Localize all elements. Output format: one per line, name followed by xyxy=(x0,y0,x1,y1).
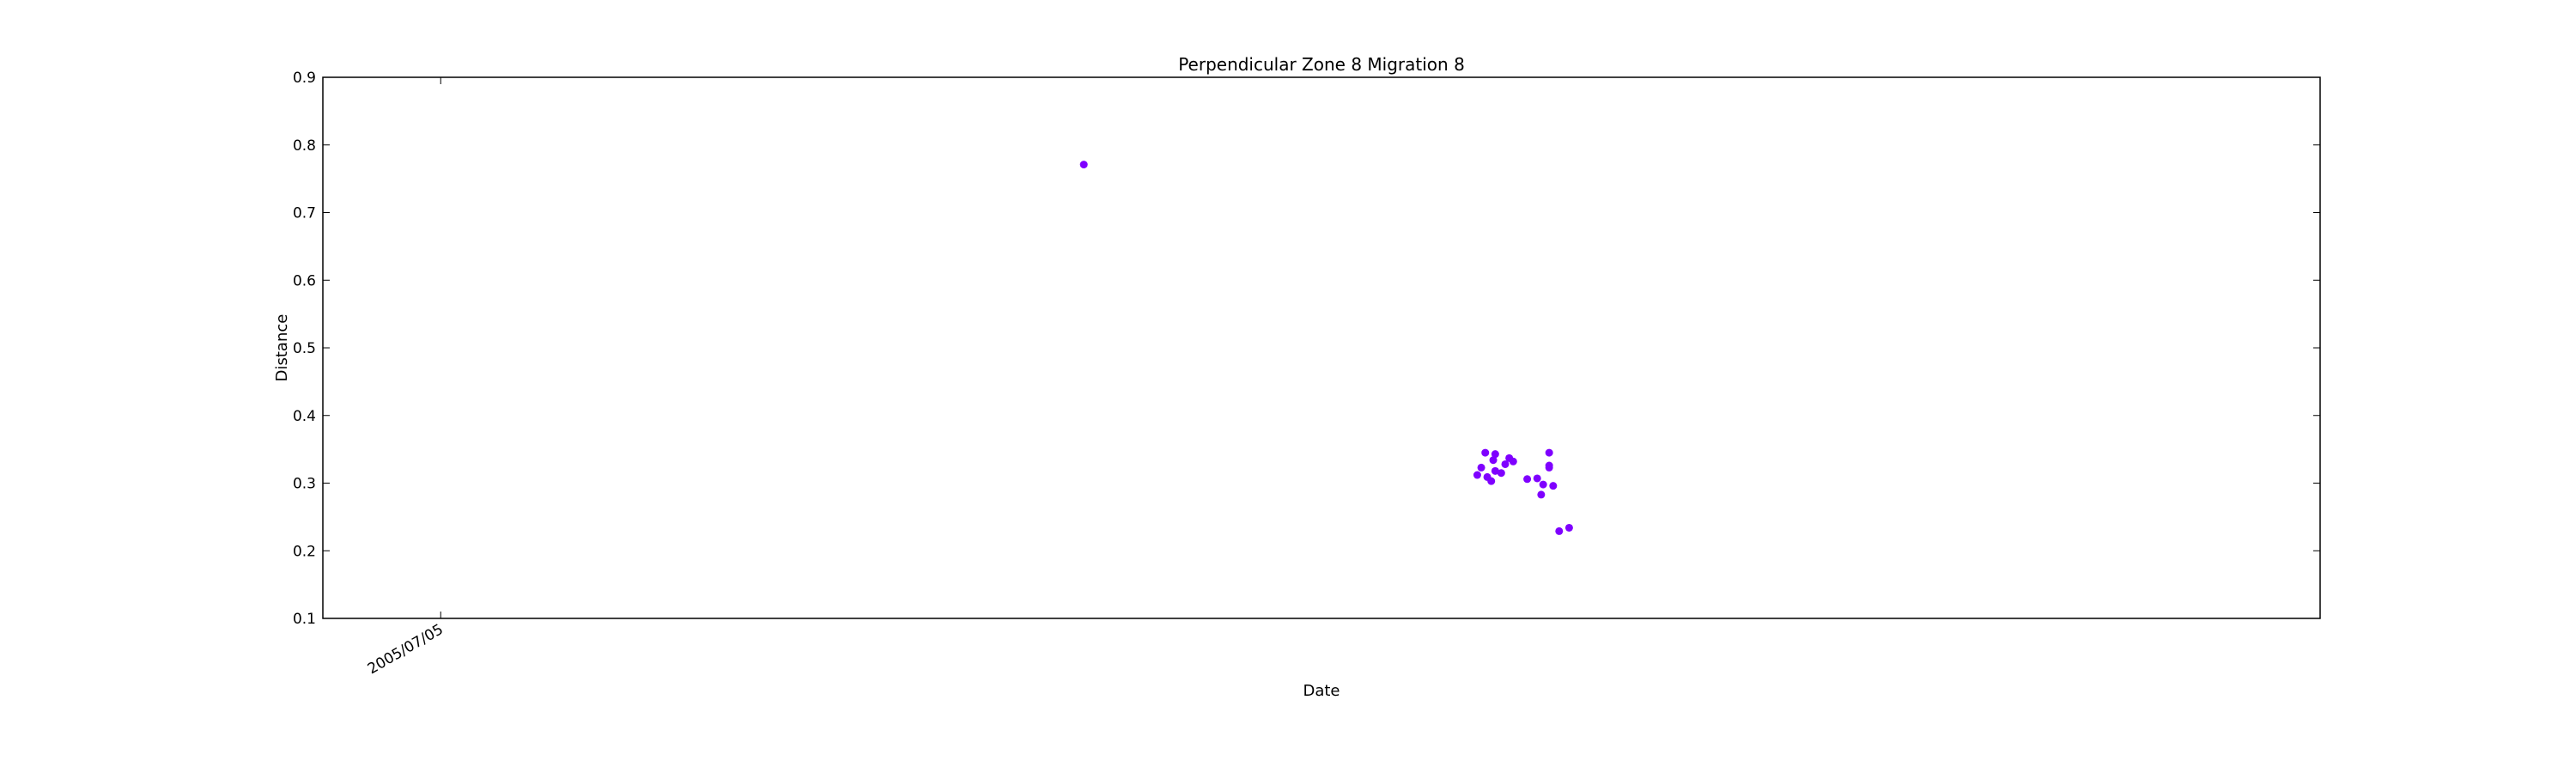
data-point xyxy=(1477,463,1485,472)
y-tick-label: 0.2 xyxy=(293,543,316,560)
x-tick-label: 2005/07/05 xyxy=(365,621,447,678)
data-point xyxy=(1537,490,1546,499)
y-tick-label: 0.3 xyxy=(293,476,316,493)
chart-title: Perpendicular Zone 8 Migration 8 xyxy=(1178,54,1465,75)
data-point xyxy=(1489,456,1498,465)
data-points xyxy=(1079,161,1573,535)
y-axis-label: Distance xyxy=(273,314,291,382)
y-tick-label: 0.6 xyxy=(293,272,316,289)
x-axis: 2005/07/05 xyxy=(365,77,447,678)
data-point xyxy=(1539,480,1547,489)
data-point xyxy=(1545,463,1553,472)
y-tick-label: 0.1 xyxy=(293,611,316,628)
data-point xyxy=(1487,477,1496,485)
y-tick-label: 0.5 xyxy=(293,340,316,357)
data-point xyxy=(1501,460,1510,468)
x-axis-label: Date xyxy=(1303,682,1340,700)
data-point xyxy=(1545,448,1553,457)
data-point xyxy=(1491,466,1499,475)
data-point xyxy=(1473,471,1481,479)
plot-area xyxy=(322,76,2321,619)
data-point xyxy=(1564,523,1573,532)
data-point xyxy=(1079,161,1088,169)
y-tick-label: 0.7 xyxy=(293,205,316,222)
y-tick-label: 0.9 xyxy=(293,70,316,87)
data-point xyxy=(1505,453,1514,462)
data-point xyxy=(1549,482,1558,490)
data-point xyxy=(1533,474,1541,483)
data-point xyxy=(1523,475,1532,484)
data-point xyxy=(1491,450,1499,459)
data-point xyxy=(1497,469,1505,478)
y-tick-label: 0.8 xyxy=(293,137,316,155)
y-tick-label: 0.4 xyxy=(293,408,316,425)
y-axis: 0.1 0.2 0.3 0.4 0.5 0.6 0.7 0.8 0.9 xyxy=(293,70,2320,628)
data-point xyxy=(1481,448,1490,457)
data-point xyxy=(1555,526,1564,535)
